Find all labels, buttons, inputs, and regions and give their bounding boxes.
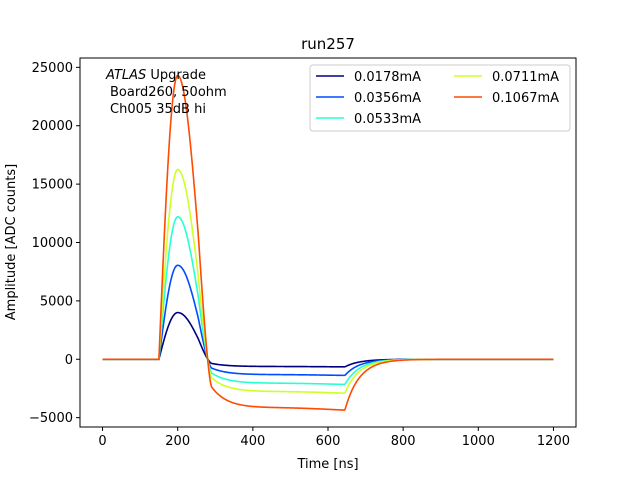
x-tick-label: 200 bbox=[165, 434, 190, 449]
plot-frame bbox=[79, 57, 577, 428]
x-tick-label: 0 bbox=[98, 434, 106, 449]
x-tick-label: 1200 bbox=[537, 434, 570, 449]
y-tick-label: 0 bbox=[65, 353, 73, 368]
y-tick-label: 5000 bbox=[40, 294, 73, 309]
annotation: ATLAS Upgrade Board260, 50ohm Ch005 35dB… bbox=[105, 68, 227, 117]
y-tick-label: 15000 bbox=[32, 178, 73, 193]
legend-label: 0.1067mA bbox=[492, 91, 559, 106]
y-tick-label: 25000 bbox=[32, 61, 73, 76]
series-line bbox=[102, 74, 554, 411]
legend-label: 0.0533mA bbox=[354, 112, 421, 127]
legend-label: 0.0178mA bbox=[354, 70, 421, 85]
x-tick-label: 400 bbox=[240, 434, 265, 449]
annotation-line-3: Ch005 35dB hi bbox=[110, 102, 206, 117]
annotation-line-1: ATLAS Upgrade bbox=[105, 68, 206, 83]
x-tick-label: 1000 bbox=[462, 434, 495, 449]
x-tick-label: 800 bbox=[391, 434, 416, 449]
ticks-group: 0 200 400 600 800 1000 1200 −5000 0 5000 10000 1500… bbox=[29, 61, 570, 449]
chart-title: run257 bbox=[301, 35, 355, 53]
y-tick-label: 20000 bbox=[32, 119, 73, 134]
legend-items: 0.0178mA 0.0356mA 0.0533mA 0.0711mA 0.1067mA bbox=[316, 70, 559, 127]
annotation-upgrade: Upgrade bbox=[146, 68, 206, 83]
legend: 0.0178mA 0.0356mA 0.0533mA 0.0711mA 0.1067mA bbox=[309, 64, 571, 132]
legend-label: 0.0356mA bbox=[354, 91, 421, 106]
x-axis-label: Time [ns] bbox=[296, 457, 358, 472]
legend-label: 0.0711mA bbox=[492, 70, 559, 85]
annotation-atlas: ATLAS bbox=[105, 68, 146, 83]
annotation-line-2: Board260, 50ohm bbox=[110, 85, 227, 100]
y-axis-label: Amplitude [ADC counts] bbox=[4, 164, 19, 320]
series-group bbox=[102, 74, 554, 411]
y-tick-label: −5000 bbox=[29, 411, 73, 426]
x-tick-label: 600 bbox=[316, 434, 341, 449]
y-tick-label: 10000 bbox=[32, 236, 73, 251]
legend-box bbox=[309, 64, 571, 132]
